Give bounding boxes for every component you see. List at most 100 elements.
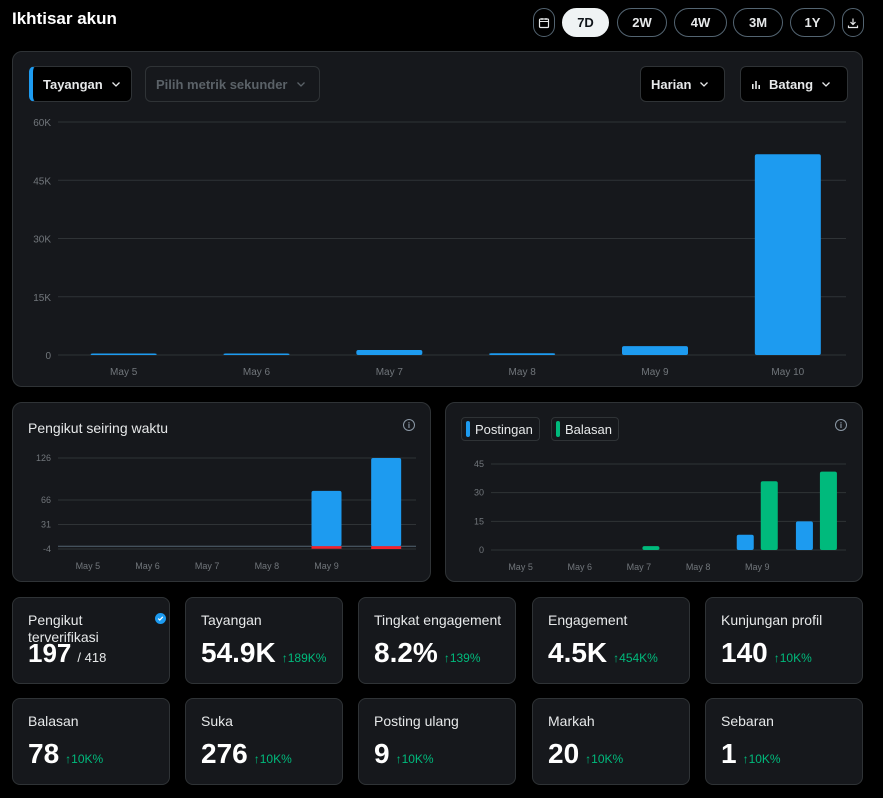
bar-chart-icon (752, 81, 760, 89)
posts-bar-chart: 45 30 15 0 May 5 May 6 May 7 May 8 May 9 (474, 459, 846, 572)
metric-label: Tayangan (201, 612, 262, 628)
metric-card-engagement-rate[interactable]: Tingkat engagement 8.2% ↑139% (358, 597, 516, 684)
metric-value: 9 (374, 738, 390, 769)
legend-postingan[interactable]: Postingan (461, 417, 540, 441)
secondary-metric-placeholder: Pilih metrik sekunder (156, 76, 288, 92)
x-tick-label: May 8 (509, 367, 537, 378)
verified-badge-icon (155, 613, 166, 624)
chevron-down-icon (296, 82, 305, 87)
followers-bar-chart: 126 66 31 -4 May 5 May 6 May 7 May 8 May 9 (36, 453, 416, 571)
metric-card-verified-followers[interactable]: Pengikut terverifikasi 197 / 418 (12, 597, 170, 684)
x-tick-label: May 8 (255, 561, 280, 571)
metric-value-wrap: 78 ↑10K% (28, 738, 103, 770)
range-1y-button[interactable]: 1Y (790, 8, 835, 37)
metric-value: 54.9K (201, 637, 276, 668)
x-tick-label: May 7 (376, 367, 404, 378)
views-bar-chart: 60K 45K 30K 15K 0 May 5 May 6 May 7 May 8 May 9 Ma… (33, 118, 846, 378)
range-7d-button[interactable]: 7D (562, 8, 609, 37)
metric-label: Sebaran (721, 713, 774, 729)
bar-postingan (736, 534, 754, 550)
x-tick-label: May 5 (508, 562, 533, 572)
info-icon[interactable]: i (835, 419, 847, 431)
metric-delta: ↑10K% (395, 752, 434, 766)
bar-balasan (760, 481, 778, 550)
y-tick-label: 15 (474, 516, 484, 526)
chart-type-dropdown[interactable]: Batang (740, 66, 848, 102)
metric-value: 1 (721, 738, 737, 769)
x-tick-label: May 9 (641, 367, 669, 378)
metric-delta: ↑454K% (613, 651, 658, 665)
metric-delta: ↑10K% (65, 752, 104, 766)
bar (754, 154, 821, 355)
main-chart-panel: Tayangan Pilih metrik sekunder Harian Ba… (12, 51, 863, 387)
primary-metric-dropdown[interactable]: Tayangan (29, 66, 132, 102)
posts-panel: Postingan Balasan i 45 30 15 0 May 5 May 6 May… (445, 402, 863, 582)
bar-balasan (642, 546, 660, 550)
metric-delta: ↑10K% (773, 651, 812, 665)
bar-lost (371, 546, 402, 549)
y-tick-label: -4 (43, 544, 51, 554)
y-tick-label: 31 (41, 520, 51, 530)
x-tick-label: May 6 (243, 367, 271, 378)
x-tick-label: May 7 (195, 561, 220, 571)
y-tick-label: 45K (33, 176, 51, 187)
metric-value: 4.5K (548, 637, 608, 668)
metric-card-views[interactable]: Tayangan 54.9K ↑189K% (185, 597, 343, 684)
metric-value: 78 (28, 738, 60, 769)
bar (622, 346, 688, 355)
y-tick-label: 66 (41, 495, 51, 505)
metric-value: 20 (548, 738, 580, 769)
metric-value-wrap: 4.5K ↑454K% (548, 637, 658, 669)
x-tick-label: May 10 (771, 367, 804, 378)
y-tick-label: 126 (36, 453, 51, 463)
legend-balasan[interactable]: Balasan (551, 417, 619, 441)
metric-card-engagement[interactable]: Engagement 4.5K ↑454K% (532, 597, 690, 684)
followers-panel-title: Pengikut seiring waktu (28, 420, 169, 436)
bar-balasan (819, 471, 837, 550)
metric-value-wrap: 8.2% ↑139% (374, 637, 481, 669)
interval-dropdown[interactable]: Harian (640, 66, 725, 102)
secondary-metric-dropdown[interactable]: Pilih metrik sekunder (145, 66, 320, 102)
metric-card-likes[interactable]: Suka 276 ↑10K% (185, 698, 343, 785)
metric-label: Kunjungan profil (721, 612, 823, 628)
metric-card-replies[interactable]: Balasan 78 ↑10K% (12, 698, 170, 785)
bar (223, 353, 290, 355)
legend-label: Balasan (565, 421, 612, 437)
range-3m-button[interactable]: 3M (733, 8, 783, 37)
y-tick-label: 30 (474, 488, 484, 498)
bar (90, 353, 157, 355)
metric-value: 276 (201, 738, 248, 769)
bar-lost (311, 546, 342, 549)
metric-card-reposts[interactable]: Posting ulang 9 ↑10K% (358, 698, 516, 785)
metric-card-profile-visits[interactable]: Kunjungan profil 140 ↑10K% (705, 597, 863, 684)
y-tick-label: 15K (33, 293, 51, 304)
metric-value-wrap: 1 ↑10K% (721, 738, 781, 770)
calendar-button[interactable] (533, 8, 555, 37)
chevron-down-icon (111, 82, 120, 87)
bar-gained (371, 458, 402, 547)
metric-delta: ↑10K% (253, 752, 292, 766)
metric-total: / 418 (77, 650, 107, 665)
y-tick-label: 0 (479, 545, 484, 555)
range-4w-button[interactable]: 4W (674, 8, 727, 37)
interval-label: Harian (651, 76, 692, 92)
x-tick-label: May 6 (567, 562, 592, 572)
x-tick-label: May 6 (135, 561, 160, 571)
metric-label: Markah (548, 713, 595, 729)
download-icon (847, 18, 859, 28)
metric-value: 8.2% (374, 637, 438, 668)
info-icon[interactable]: i (403, 419, 415, 431)
metric-delta: ↑10K% (742, 752, 781, 766)
metric-label: Suka (201, 713, 233, 729)
primary-metric-label: Tayangan (43, 76, 103, 92)
download-button[interactable] (842, 8, 864, 37)
metric-delta: ↑10K% (585, 752, 624, 766)
page-title: Ikhtisar akun (12, 9, 117, 28)
metric-card-shares[interactable]: Sebaran 1 ↑10K% (705, 698, 863, 785)
legend-label: Postingan (475, 421, 533, 437)
x-tick-label: May 5 (76, 561, 101, 571)
chevron-down-icon (822, 82, 831, 87)
range-2w-button[interactable]: 2W (617, 8, 667, 37)
metric-value-wrap: 20 ↑10K% (548, 738, 623, 770)
metric-card-bookmarks[interactable]: Markah 20 ↑10K% (532, 698, 690, 785)
